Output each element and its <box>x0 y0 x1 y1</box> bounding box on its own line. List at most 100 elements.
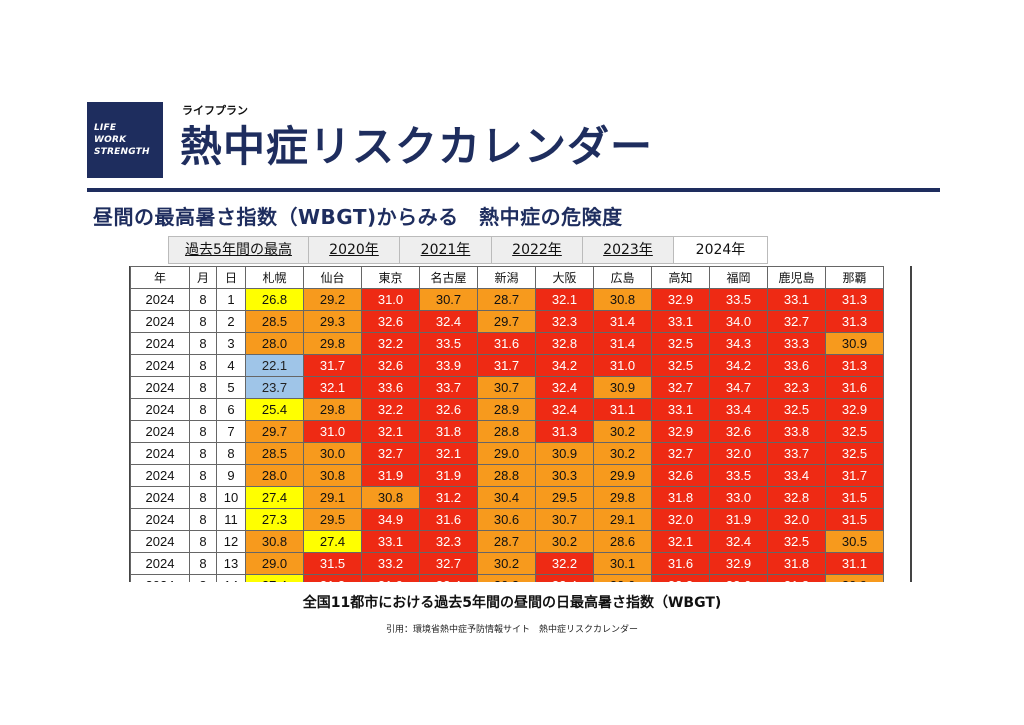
wbgt-cell: 32.4 <box>535 376 594 399</box>
wbgt-cell: 32.7 <box>419 552 478 575</box>
column-header: 月 <box>189 266 217 289</box>
table-row: 2024 8 2 28.5 29.3 32.6 32.4 29.7 32.3 31.4 33.1 34… <box>130 310 884 333</box>
wbgt-cell: 28.0 <box>245 464 304 487</box>
wbgt-cell: 29.1 <box>593 508 652 531</box>
wbgt-cell: 32.5 <box>767 530 826 553</box>
month-cell: 8 <box>189 552 217 575</box>
wbgt-cell: 32.6 <box>651 464 710 487</box>
source-citation: 引用：環境省熱中症予防情報サイト 熱中症リスクカレンダー <box>385 625 638 635</box>
wbgt-cell: 29.0 <box>245 552 304 575</box>
wbgt-cell: 31.9 <box>361 464 420 487</box>
wbgt-cell: 30.2 <box>593 442 652 465</box>
column-header: 名古屋 <box>419 266 478 289</box>
wbgt-cell: 29.8 <box>303 332 362 355</box>
wbgt-cell: 29.7 <box>245 420 304 443</box>
month-cell: 8 <box>189 288 217 311</box>
tab-label: 過去5年間の最高 <box>185 242 292 258</box>
month-cell: 8 <box>189 530 217 553</box>
wbgt-cell: 33.4 <box>767 464 826 487</box>
column-header: 那覇 <box>825 266 884 289</box>
wbgt-table-container[interactable]: 年月日札幌 仙台 東京 名古屋 新潟 大阪 広島 高知 福岡 鹿児島 那覇 2024 8 1 26.8 29… <box>129 266 912 582</box>
wbgt-cell: 27.3 <box>245 508 304 531</box>
wbgt-cell: 32.3 <box>767 376 826 399</box>
wbgt-cell: 33.4 <box>709 398 768 421</box>
column-header: 東京 <box>361 266 420 289</box>
wbgt-cell: 31.8 <box>767 574 826 582</box>
wbgt-cell: 30.7 <box>477 376 536 399</box>
brand-logo: LIFE WORK STRENGTH <box>87 102 163 178</box>
wbgt-cell: 31.5 <box>303 552 362 575</box>
tab-past-5-years[interactable]: 過去5年間の最高 <box>168 236 308 264</box>
wbgt-cell: 30.8 <box>361 486 420 509</box>
category-label: ライフプラン <box>182 104 248 117</box>
wbgt-cell: 31.9 <box>419 464 478 487</box>
day-cell: 12 <box>216 530 246 553</box>
wbgt-cell: 32.1 <box>303 376 362 399</box>
tab-2024[interactable]: 2024年 <box>673 236 768 264</box>
table-body: 2024 8 1 26.8 29.2 31.0 30.7 28.7 32.1 30.8 32.9 33… <box>130 288 884 582</box>
year-cell: 2024 <box>130 420 190 443</box>
tab-2023[interactable]: 2023年 <box>582 236 673 264</box>
wbgt-cell: 33.5 <box>709 288 768 311</box>
section-title: 昼間の最高暑さ指数（WBGT)からみる 熱中症の危険度 <box>93 205 623 229</box>
wbgt-cell: 29.5 <box>303 508 362 531</box>
year-cell: 2024 <box>130 288 190 311</box>
wbgt-cell: 33.1 <box>651 310 710 333</box>
day-cell: 8 <box>216 442 246 465</box>
tab-2020[interactable]: 2020年 <box>308 236 399 264</box>
wbgt-cell: 32.4 <box>709 530 768 553</box>
wbgt-cell: 32.6 <box>361 354 420 377</box>
wbgt-cell: 31.7 <box>303 354 362 377</box>
wbgt-cell: 32.4 <box>535 398 594 421</box>
wbgt-cell: 31.1 <box>593 398 652 421</box>
wbgt-cell: 28.8 <box>477 420 536 443</box>
wbgt-cell: 30.8 <box>245 530 304 553</box>
wbgt-cell: 32.5 <box>651 354 710 377</box>
wbgt-cell: 32.2 <box>361 398 420 421</box>
wbgt-cell: 33.5 <box>419 332 478 355</box>
wbgt-cell: 32.6 <box>709 574 768 582</box>
wbgt-cell: 31.6 <box>477 332 536 355</box>
table-row: 2024 8 12 30.8 27.4 33.1 32.3 28.7 30.2 28.6 32.1 3… <box>130 530 884 553</box>
wbgt-cell: 33.7 <box>419 376 478 399</box>
day-cell: 7 <box>216 420 246 443</box>
table-header-row: 年月日札幌 仙台 東京 名古屋 新潟 大阪 広島 高知 福岡 鹿児島 那覇 <box>130 266 884 289</box>
wbgt-cell: 32.7 <box>651 376 710 399</box>
year-cell: 2024 <box>130 552 190 575</box>
column-header: 福岡 <box>709 266 768 289</box>
wbgt-cell: 31.3 <box>825 288 884 311</box>
wbgt-cell: 31.0 <box>361 288 420 311</box>
wbgt-cell: 33.8 <box>767 420 826 443</box>
page-title: 熱中症リスクカレンダー <box>180 122 654 171</box>
wbgt-cell: 33.2 <box>361 552 420 575</box>
table-row: 2024 8 8 28.5 30.0 32.7 32.1 29.0 30.9 30.2 32.7 32… <box>130 442 884 465</box>
table-row: 2024 8 3 28.0 29.8 32.2 33.5 31.6 32.8 31.4 32.5 34… <box>130 332 884 355</box>
wbgt-cell: 32.8 <box>767 486 826 509</box>
tab-2022[interactable]: 2022年 <box>491 236 582 264</box>
wbgt-cell: 32.9 <box>651 420 710 443</box>
wbgt-cell: 29.8 <box>303 398 362 421</box>
wbgt-cell: 32.7 <box>767 310 826 333</box>
year-cell: 2024 <box>130 574 190 582</box>
wbgt-cell: 33.0 <box>709 486 768 509</box>
wbgt-cell: 25.4 <box>245 398 304 421</box>
month-cell: 8 <box>189 486 217 509</box>
column-header: 新潟 <box>477 266 536 289</box>
wbgt-cell: 31.8 <box>419 420 478 443</box>
logo-line-strength: STRENGTH <box>94 147 150 157</box>
column-header: 鹿児島 <box>767 266 826 289</box>
wbgt-cell: 33.6 <box>361 376 420 399</box>
wbgt-cell: 32.3 <box>535 310 594 333</box>
wbgt-cell: 26.8 <box>245 288 304 311</box>
wbgt-cell: 32.6 <box>419 398 478 421</box>
wbgt-cell: 31.7 <box>825 464 884 487</box>
wbgt-cell: 30.7 <box>535 508 594 531</box>
wbgt-cell: 33.1 <box>767 288 826 311</box>
wbgt-cell: 31.5 <box>825 508 884 531</box>
tab-2021[interactable]: 2021年 <box>399 236 491 264</box>
table-row: 2024 8 5 23.7 32.1 33.6 33.7 30.7 32.4 30.9 32.7 34… <box>130 376 884 399</box>
wbgt-cell: 30.7 <box>419 288 478 311</box>
month-cell: 8 <box>189 332 217 355</box>
wbgt-cell: 32.9 <box>709 552 768 575</box>
wbgt-cell: 32.6 <box>709 420 768 443</box>
